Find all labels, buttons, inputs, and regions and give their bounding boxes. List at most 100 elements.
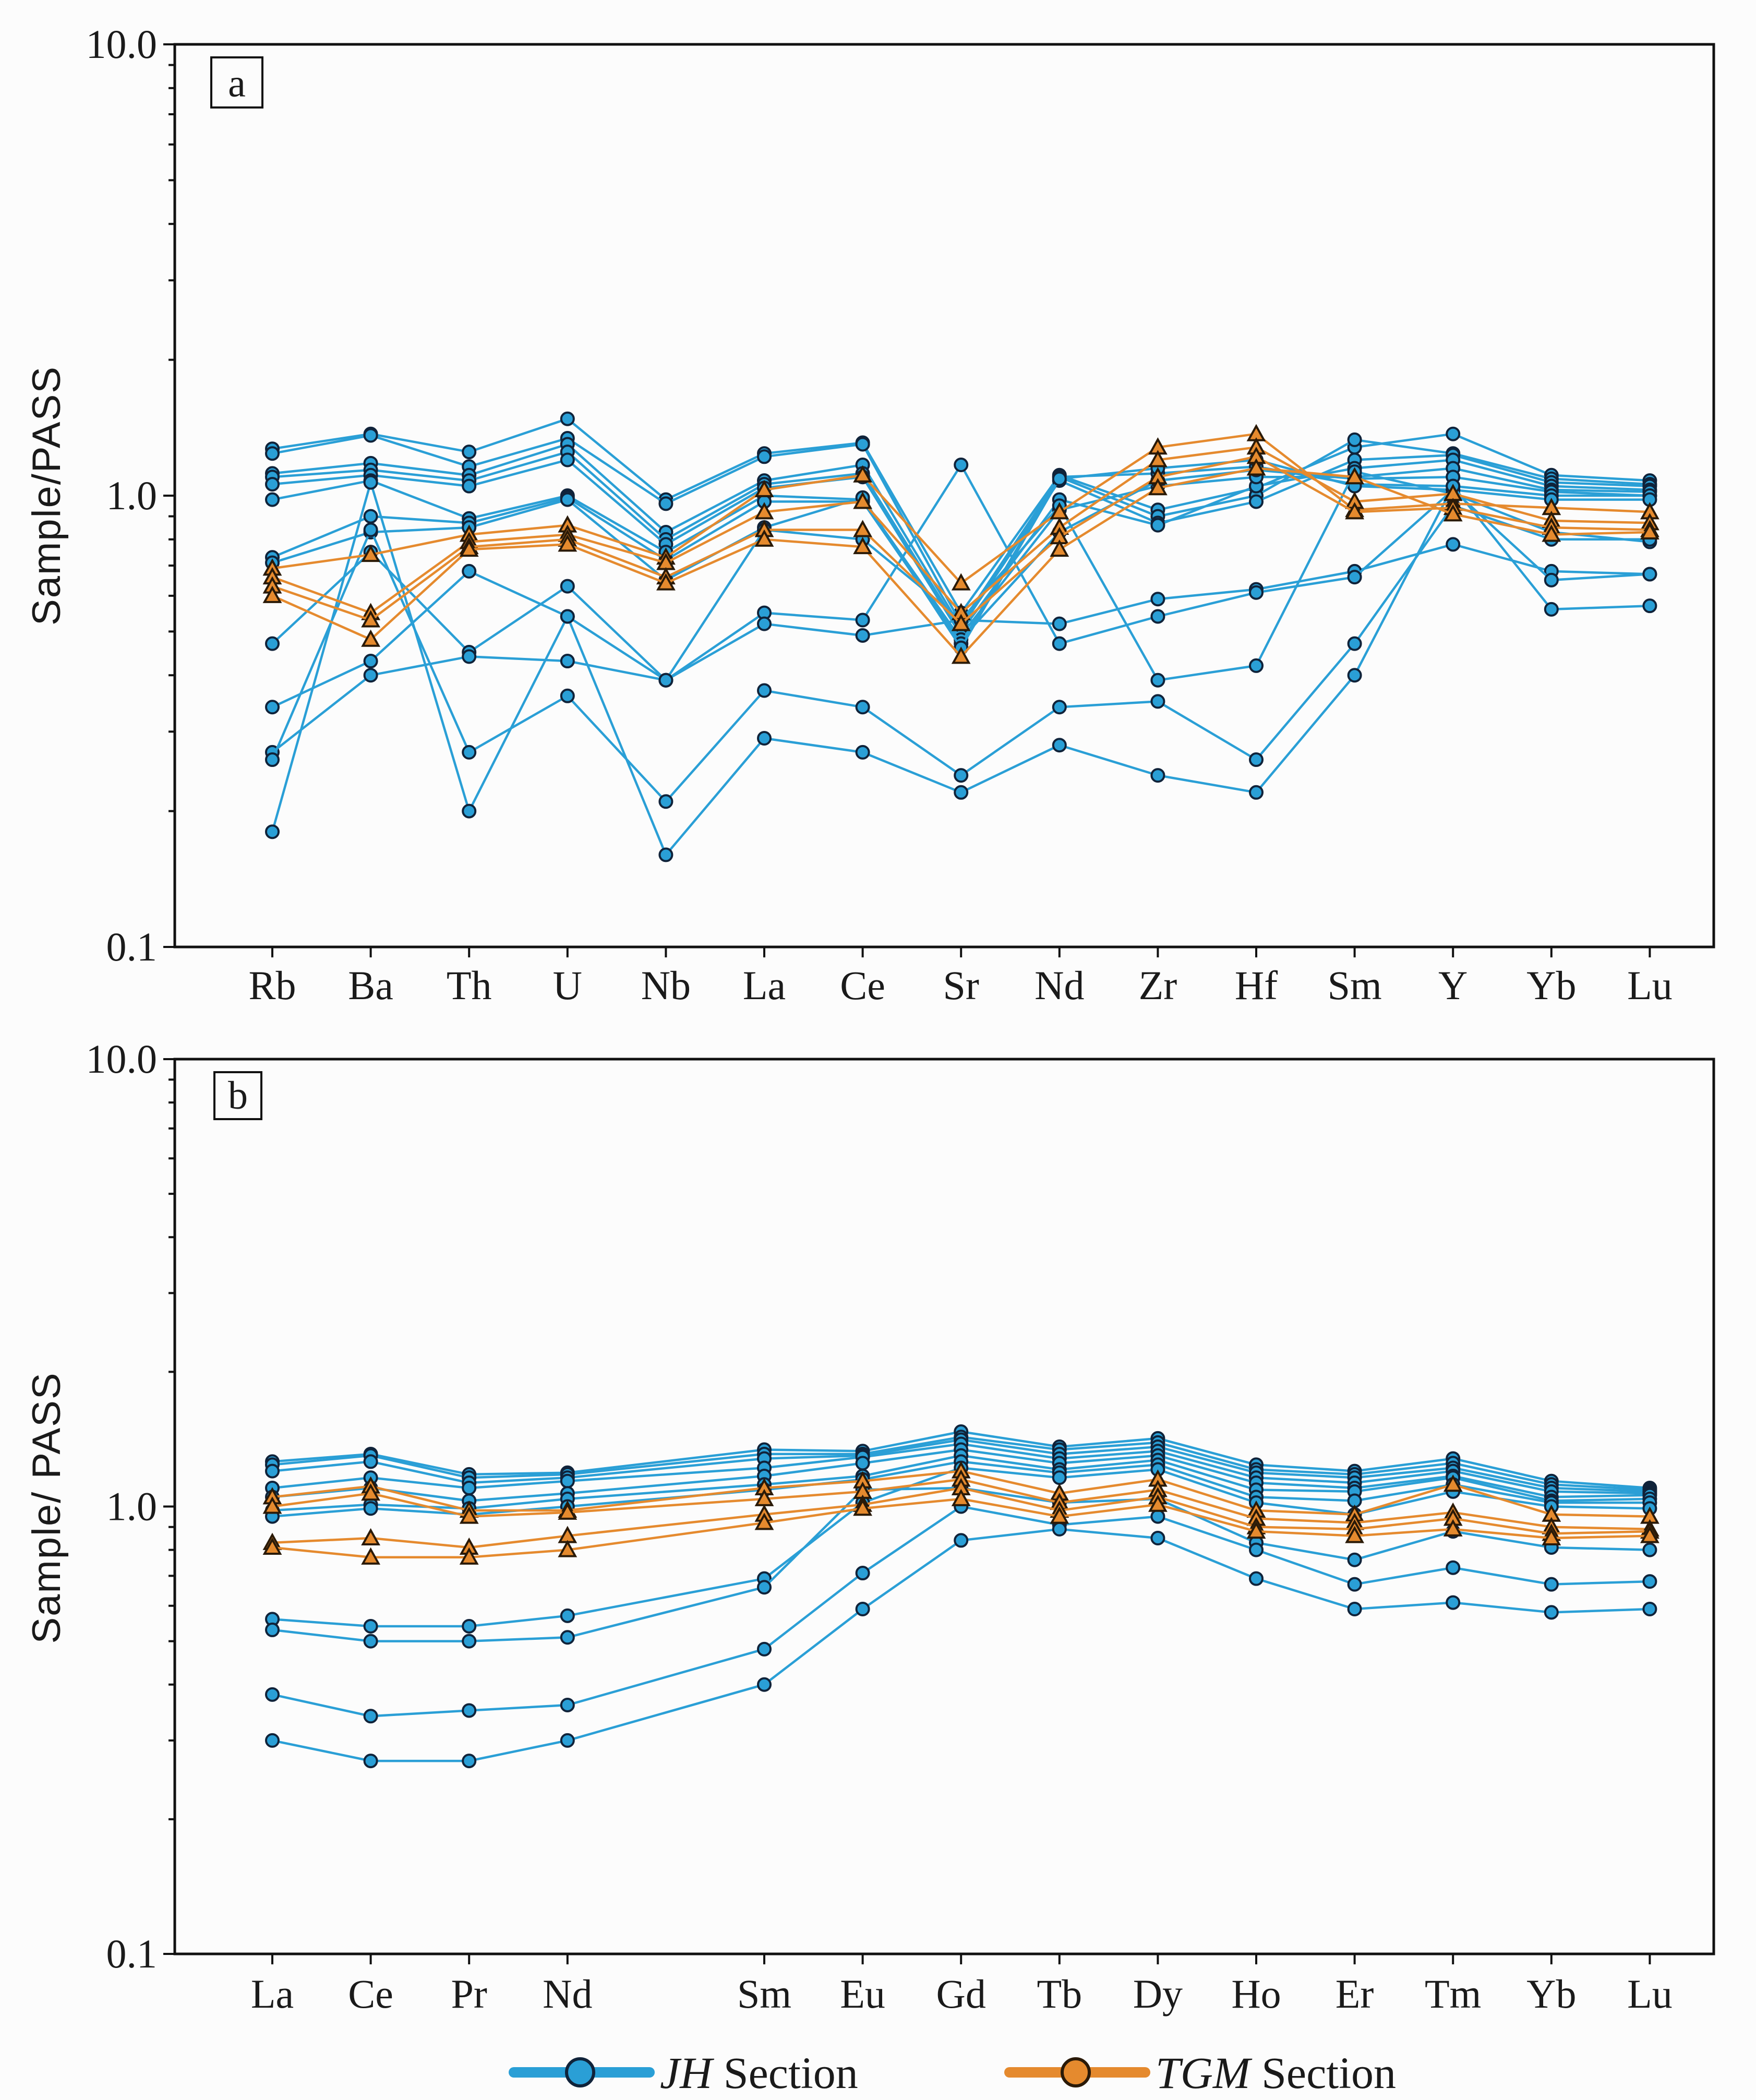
x-tick-label-sm: Sm (1328, 963, 1382, 1008)
jh-data-point (1150, 592, 1165, 607)
jh-data-point (462, 1618, 477, 1634)
jh-data-point (560, 452, 575, 467)
jh-data-point (265, 700, 280, 715)
x-tick-label-zr: Zr (1139, 963, 1177, 1008)
tgm-data-point (853, 1498, 872, 1516)
x-tick-label-sr: Sr (943, 963, 979, 1008)
jh-data-point (1347, 432, 1362, 447)
jh-data-point (462, 803, 477, 819)
tgm-series-line (272, 1470, 1650, 1518)
x-tick-label-yb: Yb (1526, 1971, 1576, 2017)
y-tick-label: 10.0 (86, 1036, 158, 1082)
x-tick-label-ba: Ba (348, 963, 393, 1008)
tgm-data-point (262, 1496, 282, 1514)
x-tick-label-er: Er (1336, 1971, 1374, 2017)
tgm-data-point (853, 491, 872, 509)
tgm-data-point (853, 465, 872, 483)
jh-data-point (560, 654, 575, 669)
jh-series-line (272, 1448, 1650, 1502)
legend-tgm-text: TGM Section (1156, 2048, 1396, 2098)
jh-data-point (658, 673, 673, 688)
tgm-data-point (1148, 1494, 1168, 1512)
tgm-data-point (1542, 1528, 1561, 1546)
jh-data-point (1052, 1521, 1067, 1537)
jh-series-line (272, 1430, 1650, 1490)
tgm-data-point (754, 502, 774, 520)
jh-data-point (265, 477, 280, 492)
jh-data-point (560, 1473, 575, 1489)
tgm-data-point (754, 479, 774, 497)
tgm-data-point (656, 573, 676, 591)
tgm-data-point (951, 1489, 971, 1506)
x-tick-label-u: U (553, 963, 582, 1008)
tgm-data-point (754, 1513, 774, 1530)
jh-data-point (1249, 785, 1264, 800)
jh-data-point (954, 785, 969, 800)
tgm-data-point (853, 520, 872, 537)
jh-data-point (1052, 636, 1067, 651)
jh-data-point (757, 1677, 772, 1692)
tgm-data-point (1443, 504, 1463, 522)
jh-data-point (363, 1618, 378, 1634)
jh-data-point (1347, 570, 1362, 585)
jh-data-point (265, 752, 280, 767)
tgm-data-point (1640, 1526, 1659, 1543)
panel-a-frame (173, 43, 1715, 949)
x-tick-label-dy: Dy (1133, 1971, 1183, 2017)
jh-data-point (462, 445, 477, 460)
tgm-data-point (361, 1547, 380, 1565)
jh-data-point (363, 1634, 378, 1649)
jh-data-point (757, 683, 772, 698)
tgm-data-point (951, 573, 971, 591)
tgm-data-point (459, 1506, 479, 1524)
jh-data-point (855, 437, 870, 452)
jh-data-point (757, 449, 772, 464)
jh-series-11 (265, 1521, 1657, 1769)
jh-data-point (265, 1463, 280, 1479)
x-tick-label-lu: Lu (1627, 1971, 1673, 2017)
jh-data-point (560, 609, 575, 624)
jh-series-line (272, 1438, 1650, 1493)
legend: JH Section TGM Section (509, 2048, 1396, 2098)
jh-data-point (363, 428, 378, 443)
jh-data-point (363, 1501, 378, 1516)
jh-data-point (1544, 1577, 1559, 1592)
jh-data-point (462, 1634, 477, 1649)
jh-data-point (560, 1630, 575, 1645)
x-tick-label-pr: Pr (451, 1971, 487, 2017)
jh-data-point (1052, 471, 1067, 486)
x-tick-label-y: Y (1438, 963, 1468, 1008)
jh-data-point (855, 1456, 870, 1471)
jh-data-point (658, 847, 673, 862)
jh-data-point (1150, 609, 1165, 624)
jh-data-point (1052, 700, 1067, 715)
tgm-data-point (1148, 478, 1168, 496)
jh-data-point (265, 1622, 280, 1637)
x-tick-label-gd: Gd (936, 1971, 986, 2017)
jh-data-point (560, 579, 575, 594)
x-tick-label-nb: Nb (641, 963, 691, 1008)
jh-data-point (1150, 518, 1165, 533)
jh-data-point (1544, 572, 1559, 587)
jh-series-10 (265, 458, 1657, 715)
jh-data-point (1544, 602, 1559, 617)
x-tick-label-th: Th (447, 963, 492, 1008)
panel-a-label: a (228, 62, 246, 105)
jh-data-point (1347, 636, 1362, 651)
x-tick-label-la: La (251, 1971, 294, 2017)
jh-data-point (560, 492, 575, 507)
tgm-data-point (1443, 1474, 1463, 1492)
y-tick-label: 10.0 (86, 21, 158, 67)
tgm-data-point (951, 646, 971, 664)
tgm-data-point (459, 1547, 479, 1565)
jh-series-line (272, 1454, 1650, 1512)
jh-data-point (1347, 1552, 1362, 1567)
jh-data-point (1446, 1560, 1461, 1575)
jh-data-point (855, 1566, 870, 1581)
jh-data-point (1642, 567, 1657, 582)
jh-series-line (272, 1486, 1650, 1642)
jh-data-point (757, 731, 772, 746)
jh-data-point (560, 1733, 575, 1748)
jh-data-point (363, 668, 378, 683)
tgm-series-line (272, 1486, 1650, 1549)
